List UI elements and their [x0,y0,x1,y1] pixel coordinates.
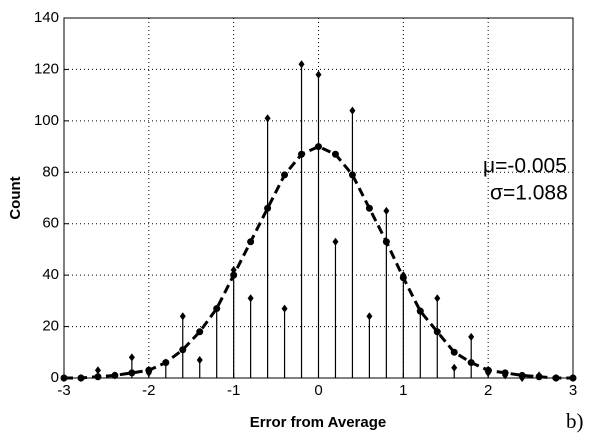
y-tick-label: 40 [42,266,59,283]
stem-marker [128,353,135,362]
curve-point [416,307,424,315]
curve-point [501,369,509,377]
curve-point [365,204,373,212]
curve-point [247,238,255,246]
curve-point [145,366,153,374]
annotation: μ=-0.005 [483,155,567,178]
x-tick-label: 1 [399,382,407,399]
curve-point [535,373,543,381]
curve-point [348,171,356,179]
stem-marker [94,366,101,375]
stem-marker [383,206,390,215]
stem-marker [451,363,458,372]
y-tick-label: 140 [34,9,59,26]
curve-point [264,204,272,212]
curve-point [77,374,85,382]
curve-point [111,371,119,379]
stem-marker [196,356,203,364]
y-tick-label: 120 [34,60,59,77]
curve-point [450,348,458,356]
stem-marker [298,60,305,69]
stem-marker [281,304,288,313]
curve-point [162,359,170,367]
x-tick-label: 0 [314,382,322,399]
x-tick-label: -3 [57,382,70,399]
y-tick-label: 60 [42,215,59,232]
curve-point [315,143,322,151]
y-tick-label: 20 [42,318,59,335]
stem-marker [264,114,271,123]
curve-point [433,328,441,336]
stem-marker [349,106,356,115]
stem-marker [468,332,475,341]
curve-point [60,374,68,382]
curve-point [281,171,289,179]
y-tick-label: 80 [42,163,59,180]
annotation: σ=1.088 [490,182,568,205]
curve-point [552,374,560,382]
y-tick-label: 0 [51,369,59,386]
curve-point [484,366,492,374]
curve-point [230,271,238,279]
x-axis-label: Error from Average [250,414,386,431]
stem-marker [434,294,441,303]
curve-point [179,346,187,354]
annotation: b) [566,409,584,433]
curve-point [569,374,577,382]
curve-point [331,150,339,158]
curve-point [94,373,102,381]
curve-point [298,150,306,158]
stem-marker [366,312,373,321]
curve-point [467,359,475,367]
curve-point [128,369,136,377]
curve-point [399,274,407,282]
x-tick-label: -1 [227,382,240,399]
curve-point [518,371,526,379]
x-tick-label: -2 [142,382,155,399]
curve-point [213,305,221,313]
x-tick-label: 3 [569,382,577,399]
stem-marker [247,294,254,303]
x-tick-label: 2 [484,382,492,399]
stem-marker [315,70,322,79]
curve-point [196,328,204,336]
stem-marker [179,312,186,321]
stem-marker [332,237,339,246]
curve-point [382,238,390,246]
y-tick-label: 100 [34,112,59,129]
y-axis-label: Count [7,176,24,219]
